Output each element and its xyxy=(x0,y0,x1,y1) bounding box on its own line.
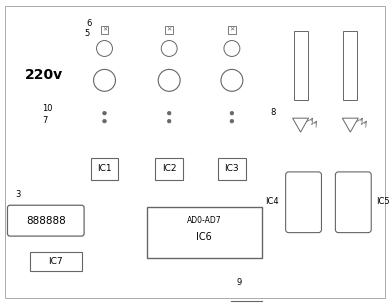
Bar xyxy=(228,26,236,33)
Circle shape xyxy=(161,40,177,57)
Bar xyxy=(91,158,118,180)
Circle shape xyxy=(103,111,106,115)
Text: 888888: 888888 xyxy=(26,216,65,226)
Text: IC4: IC4 xyxy=(265,197,279,206)
FancyBboxPatch shape xyxy=(286,172,321,233)
Text: 7: 7 xyxy=(42,116,47,125)
Text: 10: 10 xyxy=(42,104,52,113)
Text: ✕: ✕ xyxy=(102,27,107,32)
Text: IC5: IC5 xyxy=(376,197,390,206)
Circle shape xyxy=(103,119,106,123)
Circle shape xyxy=(230,119,234,123)
Text: IC2: IC2 xyxy=(162,164,176,173)
Text: IC3: IC3 xyxy=(225,164,239,173)
Bar xyxy=(100,26,109,33)
Circle shape xyxy=(230,111,234,115)
Polygon shape xyxy=(292,118,309,132)
Text: 9: 9 xyxy=(237,278,242,287)
Text: 8: 8 xyxy=(271,108,276,117)
Text: 3: 3 xyxy=(15,190,20,199)
Circle shape xyxy=(224,40,240,57)
Text: ✕: ✕ xyxy=(167,27,172,32)
Circle shape xyxy=(96,40,113,57)
Text: 6: 6 xyxy=(87,19,92,28)
Circle shape xyxy=(221,69,243,91)
Text: AD0-AD7: AD0-AD7 xyxy=(187,216,221,225)
Circle shape xyxy=(167,119,171,123)
Bar xyxy=(147,207,262,258)
Circle shape xyxy=(158,69,180,91)
Bar xyxy=(343,31,357,100)
Polygon shape xyxy=(342,118,358,132)
Text: IC7: IC7 xyxy=(49,257,63,266)
Circle shape xyxy=(94,69,116,91)
Bar xyxy=(30,251,82,271)
Text: 220v: 220v xyxy=(25,68,63,82)
Bar xyxy=(155,158,183,180)
Circle shape xyxy=(167,111,171,115)
FancyBboxPatch shape xyxy=(7,205,84,236)
Bar xyxy=(218,158,246,180)
Text: IC6: IC6 xyxy=(196,232,212,242)
Text: 5: 5 xyxy=(85,29,90,38)
FancyBboxPatch shape xyxy=(336,172,371,233)
Text: ✕: ✕ xyxy=(229,27,234,32)
Bar xyxy=(165,26,173,33)
Text: IC1: IC1 xyxy=(97,164,112,173)
Bar xyxy=(294,31,308,100)
